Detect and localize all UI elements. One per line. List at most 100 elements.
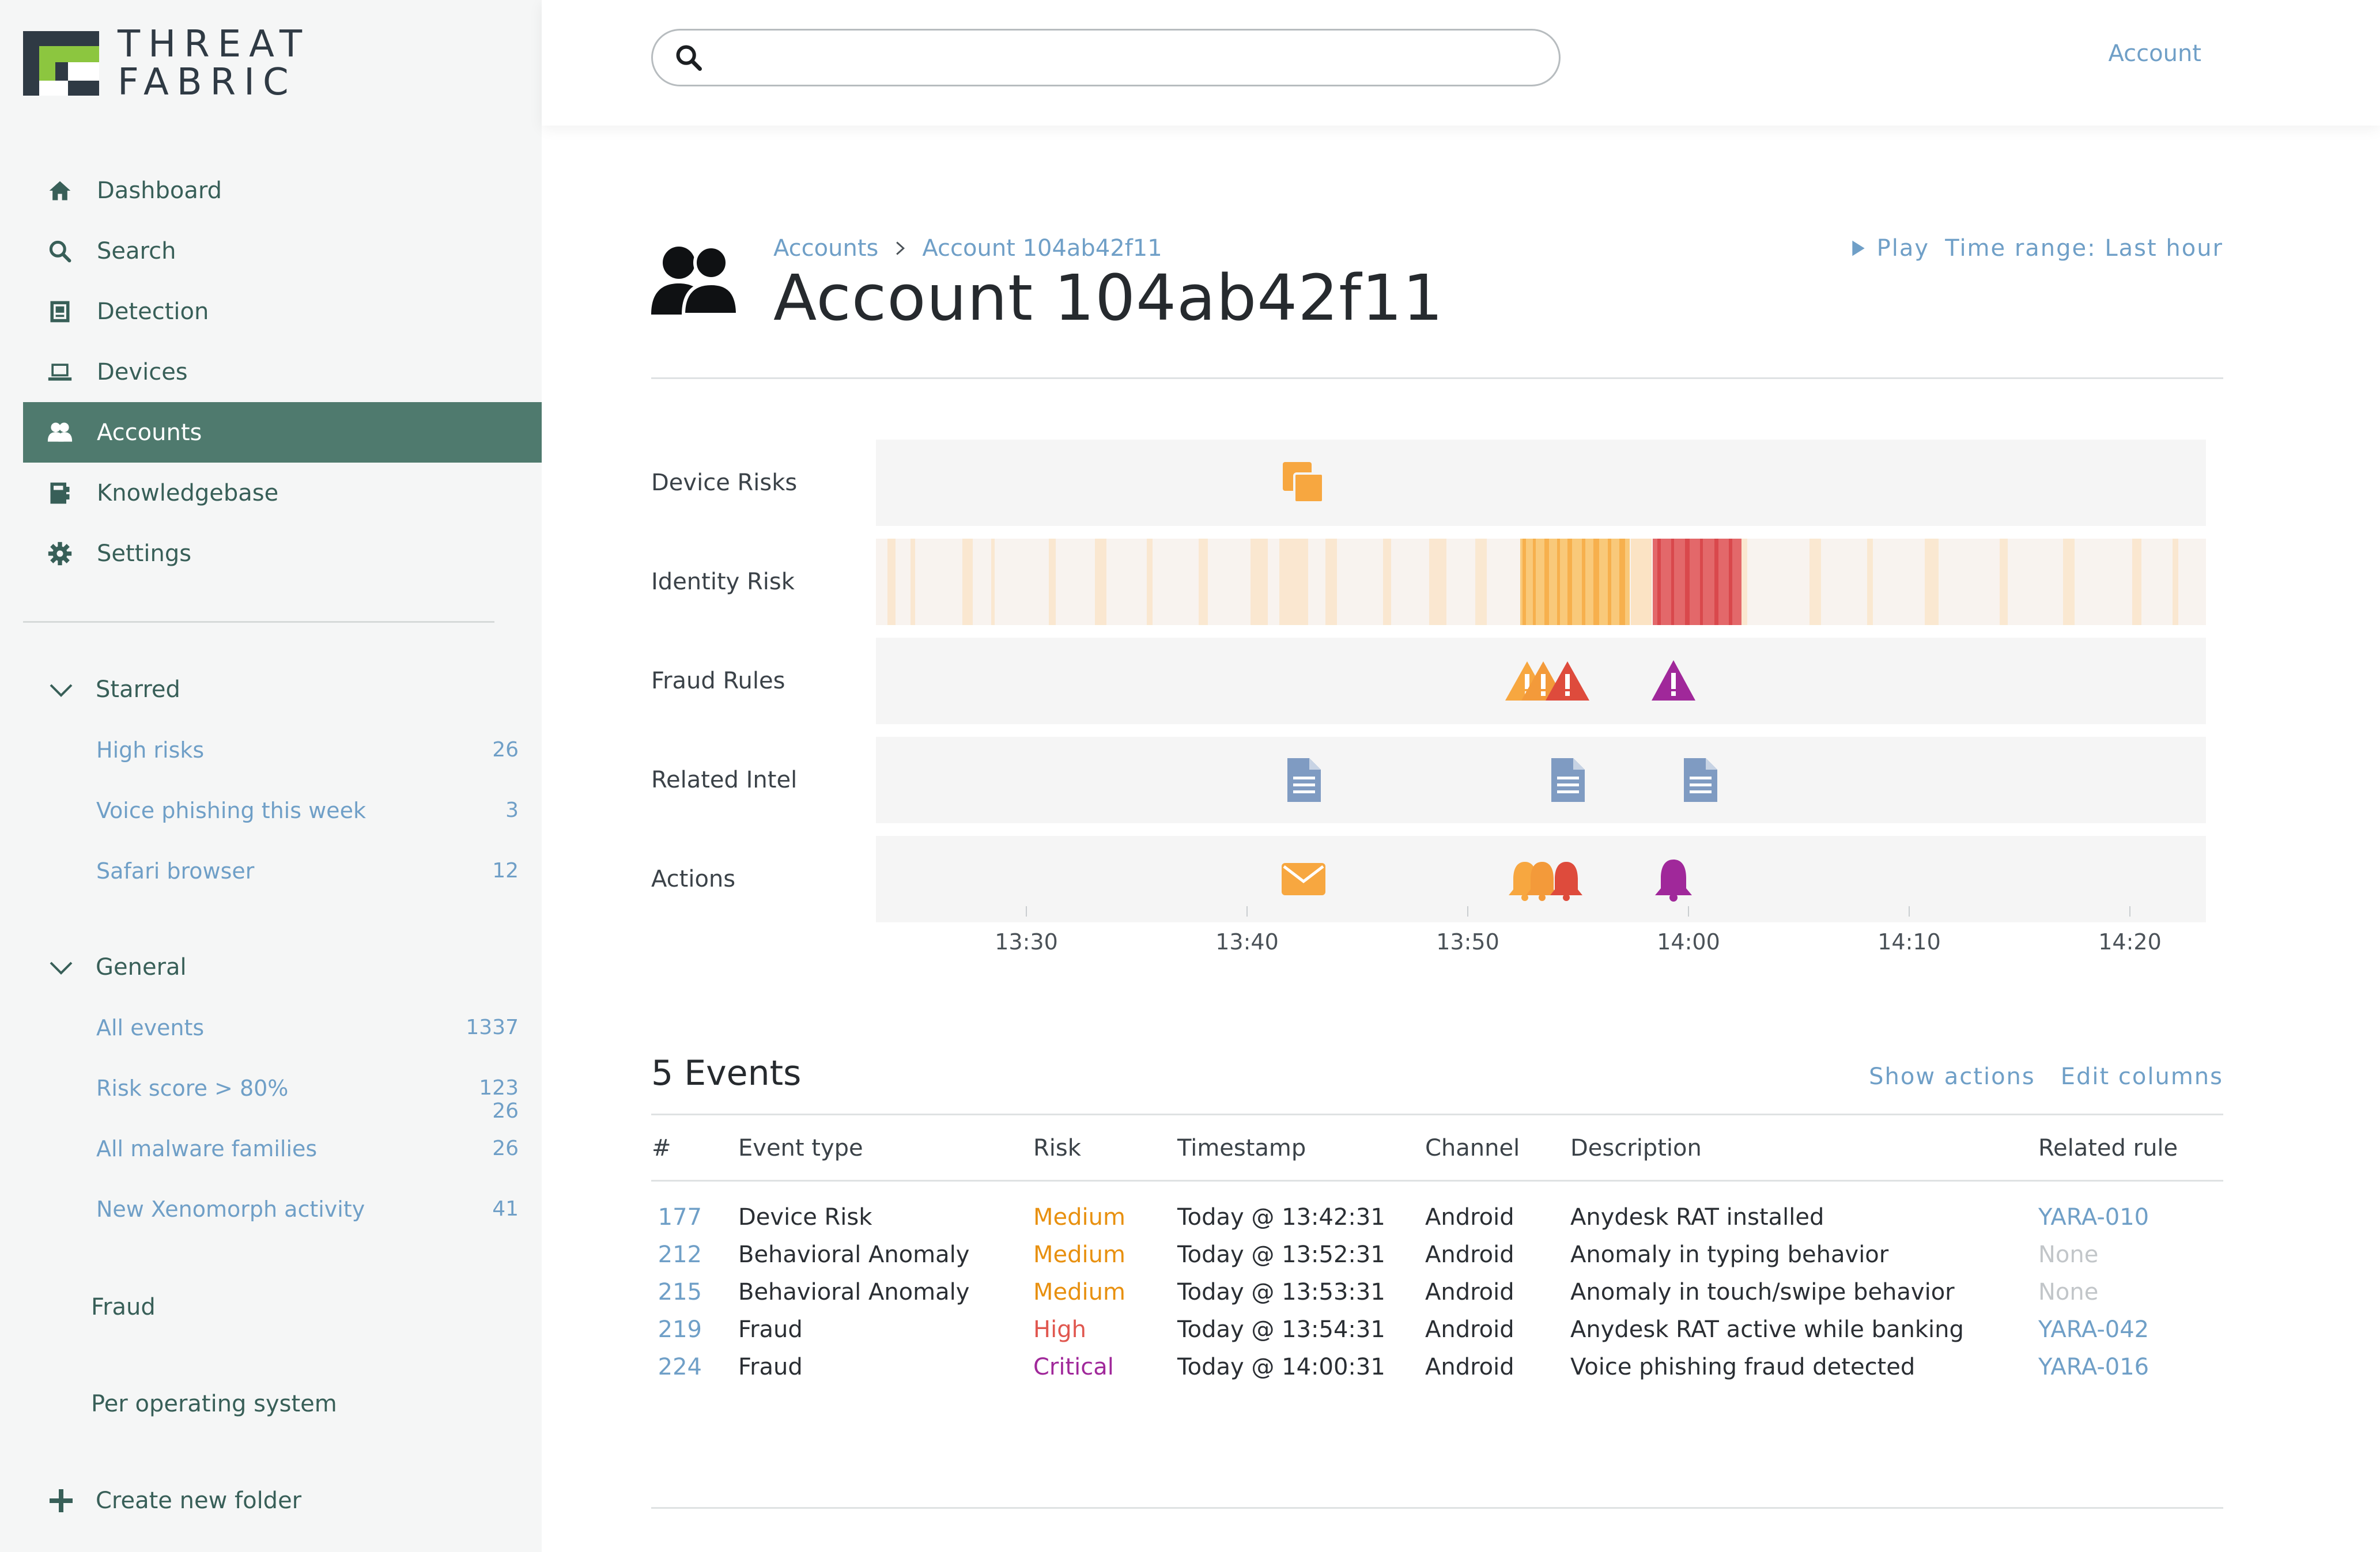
search-input[interactable] bbox=[715, 45, 1559, 70]
bell-icon[interactable] bbox=[1650, 856, 1697, 902]
event-related-rule: None bbox=[2038, 1278, 2099, 1305]
device-risk-marker-icon[interactable] bbox=[1280, 460, 1327, 506]
document-icon[interactable] bbox=[1280, 757, 1327, 803]
event-risk: Medium bbox=[1033, 1203, 1125, 1231]
nav-item-devices[interactable]: Devices bbox=[23, 342, 542, 402]
edit-columns-link[interactable]: Edit columns bbox=[2060, 1063, 2223, 1090]
event-related-rule: None bbox=[2038, 1241, 2099, 1268]
axis-tick-label: 13:50 bbox=[1436, 929, 1499, 955]
fraud-folder[interactable]: Fraud bbox=[23, 1277, 519, 1337]
column-header-timestamp[interactable]: Timestamp bbox=[1177, 1116, 1425, 1182]
table-row[interactable]: 224 Fraud Critical Today @ 14:00:31 Andr… bbox=[651, 1348, 2223, 1386]
event-number[interactable]: 219 bbox=[658, 1316, 702, 1343]
starred-item-voice-phishing[interactable]: Voice phishing this week 3 bbox=[23, 780, 519, 841]
nav-item-settings[interactable]: Settings bbox=[23, 523, 542, 584]
event-description: Anydesk RAT installed bbox=[1570, 1203, 1824, 1231]
general-item-xenomorph[interactable]: New Xenomorph activity 41 bbox=[23, 1179, 519, 1239]
event-type: Device Risk bbox=[738, 1203, 872, 1231]
event-related-rule[interactable]: YARA-042 bbox=[2038, 1316, 2149, 1343]
gear-icon bbox=[46, 540, 74, 567]
events-title-divider bbox=[651, 1114, 2223, 1115]
column-header-description[interactable]: Description bbox=[1570, 1116, 2038, 1182]
account-link[interactable]: Account bbox=[2108, 40, 2201, 67]
per-os-folder[interactable]: Per operating system bbox=[23, 1373, 519, 1434]
general-item-risk-score[interactable]: Risk score > 80% 123 26 bbox=[23, 1058, 519, 1123]
document-icon[interactable] bbox=[1544, 757, 1591, 803]
axis-tick-label: 14:20 bbox=[2098, 929, 2162, 955]
starred-item-high-risks[interactable]: High risks 26 bbox=[23, 720, 519, 780]
page-title: Account 104ab42f11 bbox=[773, 261, 1444, 335]
item-count: 1337 bbox=[466, 1016, 519, 1039]
create-folder-button[interactable]: Create new folder bbox=[23, 1470, 519, 1531]
email-icon[interactable] bbox=[1280, 856, 1327, 902]
event-number[interactable]: 215 bbox=[658, 1278, 702, 1305]
sidebar: THREAT FABRIC Dashboard Search Detection… bbox=[0, 0, 542, 1552]
fraud-rule-warning-icons[interactable] bbox=[1504, 658, 1596, 704]
title-divider bbox=[651, 377, 2223, 379]
show-actions-link[interactable]: Show actions bbox=[1869, 1063, 2035, 1090]
axis-tick bbox=[1909, 906, 1910, 917]
row-label: Actions bbox=[651, 866, 736, 892]
brand-logo[interactable]: THREAT FABRIC bbox=[23, 23, 369, 104]
per-os-folder-label: Per operating system bbox=[91, 1390, 337, 1417]
general-item-all-events[interactable]: All events 1337 bbox=[23, 997, 519, 1058]
nav-item-accounts[interactable]: Accounts bbox=[23, 402, 542, 463]
row-track bbox=[876, 539, 2206, 625]
event-timestamp: Today @ 13:53:31 bbox=[1177, 1278, 1385, 1305]
breadcrumb-accounts[interactable]: Accounts bbox=[773, 235, 879, 262]
item-count: 41 bbox=[492, 1197, 519, 1221]
table-row[interactable]: 177 Device Risk Medium Today @ 13:42:31 … bbox=[651, 1181, 2223, 1236]
starred-item-safari[interactable]: Safari browser 12 bbox=[23, 841, 519, 901]
search-bar[interactable] bbox=[651, 29, 1561, 86]
account-users-icon bbox=[651, 245, 738, 316]
row-track bbox=[876, 638, 2206, 724]
event-description: Anomaly in touch/swipe behavior bbox=[1570, 1278, 1955, 1305]
play-button[interactable]: Play bbox=[1850, 235, 1929, 262]
row-label: Related Intel bbox=[651, 767, 798, 793]
nav-item-search[interactable]: Search bbox=[23, 221, 542, 281]
event-number[interactable]: 177 bbox=[658, 1203, 702, 1231]
event-risk: High bbox=[1033, 1316, 1086, 1343]
table-header-row: # Event type Risk Timestamp Channel Desc… bbox=[651, 1116, 2223, 1182]
column-header-risk[interactable]: Risk bbox=[1033, 1116, 1177, 1182]
column-header-channel[interactable]: Channel bbox=[1425, 1116, 1570, 1182]
search-icon bbox=[46, 237, 74, 265]
nav-item-dashboard[interactable]: Dashboard bbox=[23, 160, 542, 221]
event-timestamp: Today @ 13:42:31 bbox=[1177, 1203, 1385, 1231]
table-row[interactable]: 212 Behavioral Anomaly Medium Today @ 13… bbox=[651, 1236, 2223, 1273]
time-range-selector[interactable]: Time range: Last hour bbox=[1945, 235, 2223, 262]
search-icon bbox=[676, 45, 702, 71]
bell-alert-icons[interactable] bbox=[1504, 856, 1596, 902]
critical-warning-icon[interactable] bbox=[1650, 658, 1697, 704]
nav-item-detection[interactable]: Detection bbox=[23, 281, 542, 342]
axis-tick bbox=[2129, 906, 2130, 917]
table-row[interactable]: 219 Fraud High Today @ 13:54:31 Android … bbox=[651, 1311, 2223, 1348]
axis-tick bbox=[1246, 906, 1248, 917]
general-item-malware-families[interactable]: All malware families 26 bbox=[23, 1118, 519, 1179]
column-header-related-rule[interactable]: Related rule bbox=[2038, 1116, 2223, 1182]
events-table: # Event type Risk Timestamp Channel Desc… bbox=[651, 1116, 2223, 1386]
axis-tick bbox=[1026, 906, 1027, 917]
nav-label: Accounts bbox=[97, 419, 202, 446]
event-channel: Android bbox=[1425, 1241, 1514, 1268]
top-header: Account bbox=[542, 0, 2380, 126]
starred-toggle[interactable]: Starred bbox=[23, 659, 519, 720]
nav-item-knowledgebase[interactable]: Knowledgebase bbox=[23, 463, 542, 523]
events-actions: Show actions Edit columns bbox=[1843, 1063, 2223, 1090]
risk-timeline: Device Risks Identity Risk bbox=[651, 440, 2223, 1016]
event-type: Behavioral Anomaly bbox=[738, 1278, 970, 1305]
event-type: Fraud bbox=[738, 1353, 803, 1380]
row-track bbox=[876, 737, 2206, 823]
breadcrumb-current[interactable]: Account 104ab42f11 bbox=[922, 235, 1162, 262]
event-number[interactable]: 224 bbox=[658, 1353, 702, 1380]
timeline-row-fraud-rules: Fraud Rules bbox=[651, 638, 2207, 724]
event-number[interactable]: 212 bbox=[658, 1241, 702, 1268]
table-row[interactable]: 215 Behavioral Anomaly Medium Today @ 13… bbox=[651, 1273, 2223, 1311]
column-header-number[interactable]: # bbox=[651, 1116, 738, 1182]
event-related-rule[interactable]: YARA-010 bbox=[2038, 1203, 2149, 1231]
book-icon bbox=[46, 479, 74, 507]
event-related-rule[interactable]: YARA-016 bbox=[2038, 1353, 2149, 1380]
general-toggle[interactable]: General bbox=[23, 937, 519, 997]
column-header-event-type[interactable]: Event type bbox=[738, 1116, 1033, 1182]
document-icon[interactable] bbox=[1677, 757, 1723, 803]
